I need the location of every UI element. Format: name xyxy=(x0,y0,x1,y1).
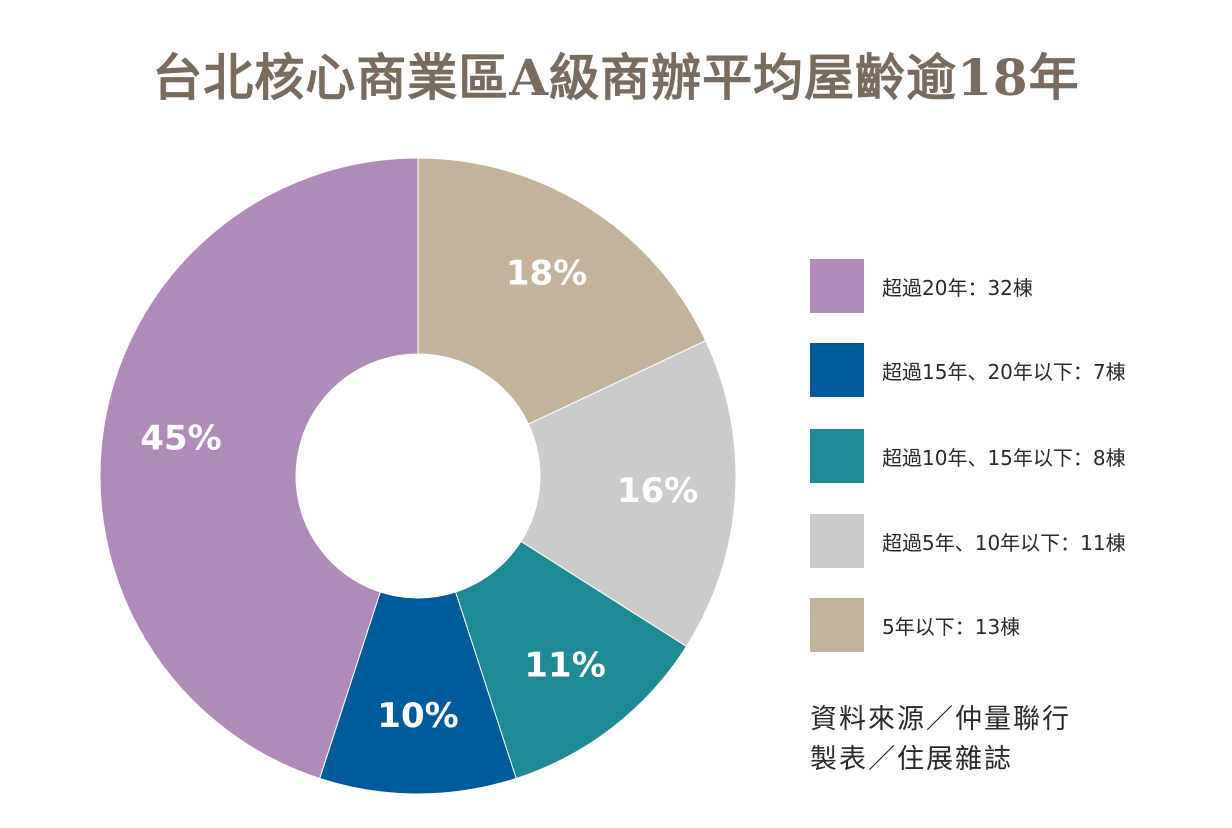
legend-swatch xyxy=(810,343,864,397)
legend-item: 超過5年、10年以下：11棟 xyxy=(810,513,1126,569)
legend-swatch xyxy=(810,514,864,568)
pie-slice xyxy=(455,540,688,780)
slice-label: 16% xyxy=(617,471,698,511)
legend-item: 超過20年：32棟 xyxy=(810,258,1033,314)
source-line: 資料來源／仲量聯行 xyxy=(810,704,1071,735)
slice-label: 11% xyxy=(524,646,605,686)
legend-label: 超過5年、10年以下：11棟 xyxy=(882,530,1126,555)
chart-title: 台北核心商業區A級商辦平均屋齡逾18年 xyxy=(152,48,1080,107)
legend-swatch xyxy=(810,259,864,313)
slice-label: 10% xyxy=(377,696,458,736)
legend-label: 超過10年、15年以下：8棟 xyxy=(882,445,1126,470)
legend-item: 超過15年、20年以下：7棟 xyxy=(810,342,1126,398)
slice-label: 18% xyxy=(506,253,587,293)
source-note: 資料來源／仲量聯行 製表／住展雜誌 xyxy=(810,700,1071,780)
legend-label: 超過15年、20年以下：7棟 xyxy=(882,359,1126,384)
legend-item: 超過10年、15年以下：8棟 xyxy=(810,428,1126,484)
pie-slice xyxy=(520,339,737,648)
legend-label: 5年以下：13棟 xyxy=(882,614,1021,639)
legend-swatch xyxy=(810,598,864,652)
pie-slice xyxy=(99,157,419,780)
pie-slice xyxy=(417,157,707,425)
pie-slice xyxy=(319,591,517,795)
legend-label: 超過20年：32棟 xyxy=(882,275,1033,300)
legend-swatch xyxy=(810,429,864,483)
slice-label: 45% xyxy=(140,418,221,458)
source-line: 製表／住展雜誌 xyxy=(810,744,1013,775)
legend-item: 5年以下：13棟 xyxy=(810,597,1020,653)
